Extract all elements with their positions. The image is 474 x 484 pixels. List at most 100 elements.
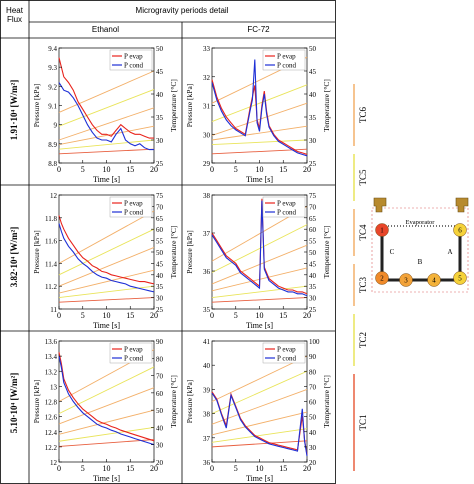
y-tick-label: 11.2 — [45, 283, 57, 291]
y-tick-label: 8.8 — [48, 160, 57, 168]
y2-tick-label: 60 — [309, 226, 317, 234]
legend-label-p-cond: P cond — [124, 62, 143, 70]
y-axis-label: Pressure [kPa] — [185, 380, 194, 424]
x-axis-label: Time [s] — [93, 321, 120, 330]
y2-tick-label: 70 — [156, 373, 164, 381]
heat-flux-header: Heat Flux — [6, 6, 23, 24]
legend-label-p-cond: P cond — [124, 355, 143, 363]
y-tick-label: 35 — [203, 306, 211, 314]
y-tick-label: 11.8 — [45, 215, 57, 223]
y2-axis-label: Temperature [°C] — [169, 226, 178, 279]
y2-tick-label: 100 — [309, 338, 320, 346]
temperature-line-tc1 — [211, 440, 308, 448]
x-tick-label: 10 — [103, 165, 111, 174]
x-tick-label: 5 — [81, 464, 85, 473]
temperature-line-tc1 — [211, 297, 308, 303]
y-axis-label: Pressure [kPa] — [32, 230, 41, 274]
series-line-p-evap — [58, 215, 155, 285]
temperature-line-tc1 — [211, 148, 308, 155]
x-tick-label: 20 — [303, 311, 311, 320]
temperature-line-tc6 — [58, 70, 155, 113]
y2-tick-label: 20 — [309, 459, 317, 467]
tc-key-label-tc4: TC4 — [358, 224, 368, 241]
y2-tick-label: 75 — [309, 192, 317, 200]
x-tick-label: 10 — [256, 311, 264, 320]
temperature-line-tc5 — [58, 366, 155, 415]
temperature-line-tc3 — [211, 125, 308, 141]
row-label-1: 1.91·10⁴ [W/m²] — [9, 79, 19, 141]
y2-tick-label: 80 — [309, 368, 317, 376]
y2-axis-label: Temperature [°C] — [322, 226, 331, 279]
y2-tick-label: 60 — [156, 226, 164, 234]
temperature-line-tc6 — [211, 355, 308, 402]
y2-tick-label: 45 — [309, 260, 317, 268]
y-tick-label: 37 — [203, 435, 211, 443]
temperature-line-tc5 — [58, 228, 155, 276]
column-header-ethanol: Ethanol — [91, 25, 120, 34]
y2-tick-label: 80 — [156, 355, 164, 363]
x-tick-label: 0 — [57, 311, 61, 320]
chart-fc72-1: 0 5 10 15 20 29 30 31 32 33 25 30 35 40 45 50 Time [s] Pr… — [185, 45, 331, 184]
series-line-p-cond — [211, 392, 308, 457]
x-axis-label: Time [s] — [246, 175, 273, 184]
y-tick-label: 13 — [50, 383, 58, 391]
loop-pipe — [380, 226, 462, 282]
x-tick-label: 15 — [126, 311, 134, 320]
y2-tick-label: 40 — [309, 91, 317, 99]
y2-axis-label: Temperature [°C] — [169, 79, 178, 132]
x-tick-label: 0 — [57, 165, 61, 174]
y-tick-label: 11.6 — [45, 238, 57, 246]
y2-tick-label: 50 — [156, 407, 164, 415]
thermocouple-node-label: 1 — [380, 227, 384, 235]
x-tick-label: 5 — [81, 165, 85, 174]
x-tick-label: 5 — [234, 464, 238, 473]
y2-tick-label: 70 — [309, 203, 317, 211]
series-line-p-cond — [58, 82, 154, 151]
y-tick-label: 8.9 — [48, 141, 57, 149]
thermocouple-node-2 — [375, 271, 389, 285]
x-tick-label: 20 — [150, 464, 158, 473]
temperature-line-tc3 — [211, 411, 308, 436]
legend-label-p-cond: P cond — [277, 355, 296, 363]
y-tick-label: 41 — [203, 338, 211, 346]
y2-tick-label: 30 — [309, 295, 317, 303]
left-fitting-icon — [373, 197, 387, 213]
y-tick-label: 9 — [54, 122, 58, 130]
x-tick-label: 0 — [210, 311, 214, 320]
tc-key-label-tc2: TC2 — [358, 332, 368, 348]
series-line-p-cond — [211, 200, 308, 297]
x-tick-label: 20 — [303, 165, 311, 174]
legend-label-p-evap: P evap — [277, 200, 296, 208]
temperature-line-tc2 — [211, 285, 308, 299]
y2-tick-label: 35 — [309, 283, 317, 291]
x-tick-label: 10 — [256, 165, 264, 174]
y-tick-label: 32 — [203, 74, 211, 82]
y-tick-label: 12.8 — [45, 399, 58, 407]
thermocouple-node-4 — [427, 273, 441, 287]
y2-tick-label: 45 — [156, 68, 164, 76]
temperature-line-tc1 — [58, 297, 155, 303]
thermocouple-node-label: 4 — [432, 277, 436, 285]
temperature-line-tc4 — [211, 102, 308, 136]
y-tick-label: 11.4 — [45, 260, 57, 268]
thermocouple-node-6 — [453, 223, 467, 237]
x-tick-label: 10 — [103, 311, 111, 320]
heat-pipe-schematic: Evaporator C B A 1 2 3 4 5 6 — [371, 197, 469, 293]
y-tick-label: 30 — [203, 131, 211, 139]
right-fitting-icon — [455, 197, 469, 213]
temperature-line-tc4 — [211, 244, 308, 285]
x-axis-label: Time [s] — [246, 474, 273, 483]
y-tick-label: 31 — [203, 103, 211, 111]
y-tick-label: 12 — [50, 192, 58, 200]
y2-tick-label: 40 — [156, 91, 164, 99]
y2-tick-label: 40 — [309, 272, 317, 280]
temperature-line-tc4 — [58, 387, 155, 425]
y-tick-label: 12.4 — [45, 429, 58, 437]
y-tick-label: 12.6 — [45, 414, 58, 422]
y2-tick-label: 30 — [156, 137, 164, 145]
chart-ethanol-3: 0 5 10 15 20 12 12.2 12.4 12.6 12.8 13 13.2 13.4 13.6… — [32, 338, 178, 483]
row-label-2: 3.82·10⁴ [W/m²] — [9, 226, 19, 288]
y2-tick-label: 75 — [156, 192, 164, 200]
x-tick-label: 10 — [256, 464, 264, 473]
legend-label-p-cond: P cond — [277, 209, 296, 217]
